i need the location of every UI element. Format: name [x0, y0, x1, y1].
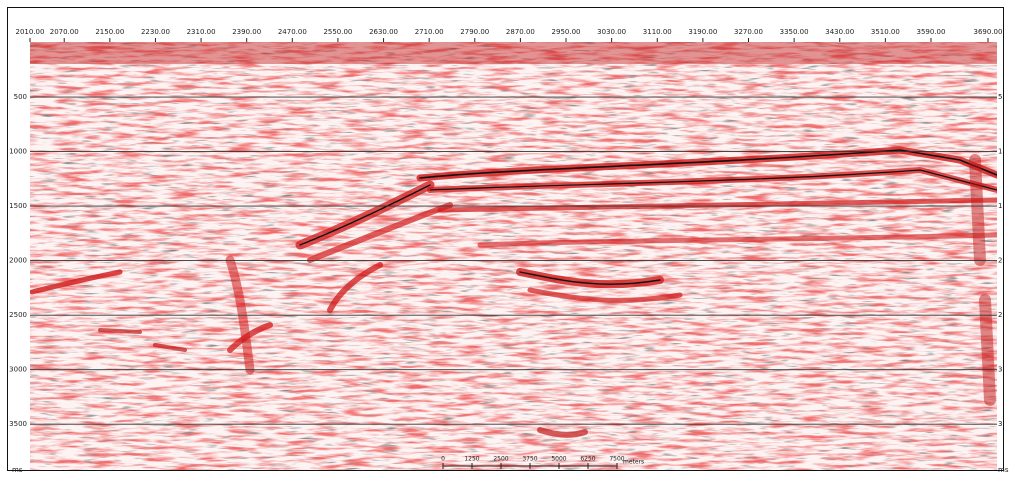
y-tick-label-right: 3500 [998, 420, 1011, 428]
x-tick-label: 2230.00 [141, 28, 170, 36]
x-tick-label: 3590.00 [916, 28, 945, 36]
x-tick-label: 3430.00 [825, 28, 854, 36]
scale-bar-label: 2500 [493, 456, 508, 463]
x-tick-label: 3510.00 [871, 28, 900, 36]
y-tick-label-right: 1500 [998, 202, 1011, 210]
x-tick-label: 2390.00 [232, 28, 261, 36]
top-band [30, 42, 997, 64]
y-tick-label: 1000 [9, 148, 27, 156]
seismic-image [30, 42, 997, 470]
scale-bar-unit: meters [623, 459, 644, 466]
x-tick-label: 2870.00 [506, 28, 535, 36]
x-tick-label: 2070.00 [50, 28, 79, 36]
x-tick-label: 2630.00 [369, 28, 398, 36]
x-tick-label: 3350.00 [780, 28, 809, 36]
y-tick-label-right: 3000 [998, 366, 1011, 374]
y-tick-label-right: 2000 [998, 257, 1011, 265]
x-tick-label: 2950.00 [552, 28, 581, 36]
x-tick-label: 2470.00 [278, 28, 307, 36]
y-unit-right: ms [998, 466, 1009, 474]
x-tick-label: 3110.00 [643, 28, 672, 36]
x-tick-label: 2550.00 [323, 28, 352, 36]
y-tick-label: 3500 [9, 420, 27, 428]
x-tick-label: 2150.00 [95, 28, 124, 36]
seismic-noise [30, 42, 997, 470]
scale-bar-label: 0 [441, 456, 445, 463]
x-tick-label: 2010.00 [16, 28, 45, 36]
x-tick-label: 3030.00 [597, 28, 626, 36]
scale-bar-label: 3750 [522, 456, 537, 463]
scale-bar-label: 6250 [580, 456, 595, 463]
reflectors [30, 146, 997, 438]
x-tick-label: 2310.00 [187, 28, 216, 36]
y-tick-label-right: 500 [998, 93, 1011, 101]
y-tick-label-right: 1000 [998, 148, 1011, 156]
x-tick-label: 2710.00 [415, 28, 444, 36]
axes: 2010.00 2070.00 2150.00 2230.00 2310.00 2390.… [9, 28, 1011, 428]
y-tick-label: 2000 [9, 257, 27, 265]
y-tick-label: 1500 [9, 202, 27, 210]
scale-bar-label: 5000 [551, 456, 566, 463]
x-tick-label: 3270.00 [734, 28, 763, 36]
scale-bar-label: 7500 [609, 456, 624, 463]
y-tick-label: 2500 [9, 311, 27, 319]
y-unit-left: ms [12, 466, 23, 474]
scale-bar-label: 1250 [464, 456, 479, 463]
x-tick-label: 3690.00 [974, 28, 1003, 36]
y-tick-label-right: 2500 [998, 311, 1011, 319]
x-tick-label: 3190.00 [688, 28, 717, 36]
y-tick-label: 3000 [9, 366, 27, 374]
x-tick-label: 2790.00 [460, 28, 489, 36]
y-tick-label: 500 [14, 93, 27, 101]
